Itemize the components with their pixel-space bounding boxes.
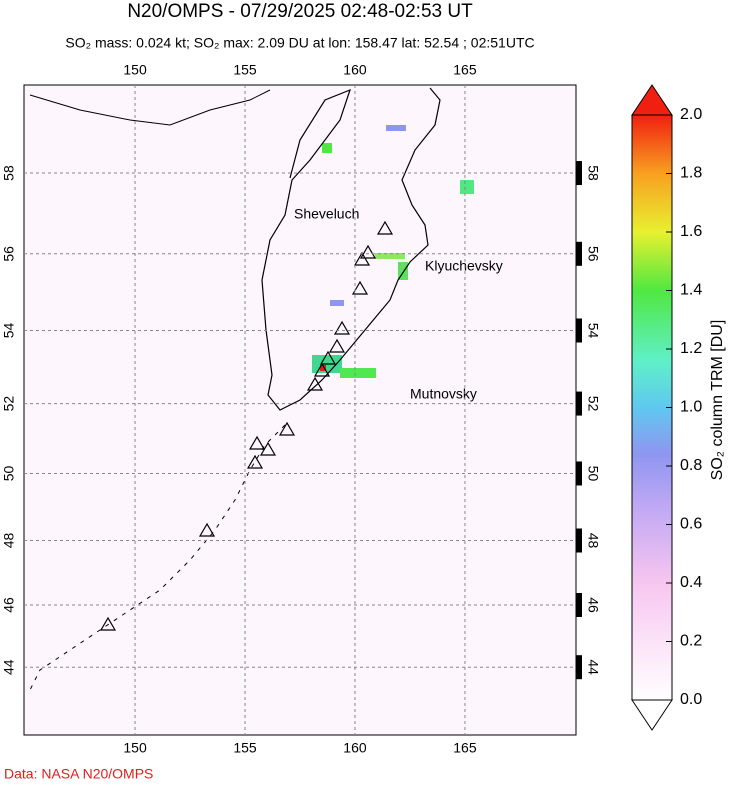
colorbar-tick-label: 1.8 bbox=[680, 165, 702, 182]
lon-tick-label: 165 bbox=[453, 740, 477, 756]
colorbar-tick-label: 1.4 bbox=[680, 282, 702, 299]
lat-tick-label: 50 bbox=[1, 465, 17, 481]
lat-tick-mark bbox=[576, 592, 582, 617]
lat-tick-mark bbox=[576, 241, 582, 266]
lat-tick-label: 52 bbox=[585, 396, 601, 412]
lat-tick-label: 56 bbox=[1, 246, 17, 262]
lon-tick-label: 150 bbox=[123, 62, 147, 78]
colorbar-tick-label: 0.4 bbox=[680, 574, 702, 591]
colorbar-tick-label: 0.6 bbox=[680, 516, 702, 533]
lat-tick-label: 58 bbox=[585, 165, 601, 181]
lat-tick-label: 48 bbox=[1, 533, 17, 549]
lat-tick-label: 56 bbox=[585, 246, 601, 262]
lat-tick-label: 54 bbox=[1, 322, 17, 338]
lat-tick-label: 50 bbox=[585, 466, 601, 482]
lat-tick-mark bbox=[576, 318, 582, 343]
colorbar-tick-label: 1.0 bbox=[680, 399, 702, 416]
lat-tick-label: 58 bbox=[1, 165, 17, 181]
lon-tick-label: 160 bbox=[343, 740, 367, 756]
colorbar bbox=[631, 114, 673, 701]
lat-tick-mark bbox=[576, 655, 582, 680]
lat-tick-mark bbox=[576, 161, 582, 186]
colorbar-tick-label: 0.8 bbox=[680, 457, 702, 474]
credit: Data: NASA N20/OMPS bbox=[4, 766, 153, 782]
colorbar-tick-label: 1.6 bbox=[680, 223, 702, 240]
lat-tick-label: 46 bbox=[585, 597, 601, 613]
lat-tick-label: 44 bbox=[1, 659, 17, 675]
lat-tick-mark bbox=[576, 391, 582, 416]
colorbar-tick-label: 0.0 bbox=[680, 691, 702, 708]
volcano-label: Mutnovsky bbox=[410, 386, 477, 402]
lon-tick-label: 165 bbox=[453, 62, 477, 78]
lat-tick-label: 44 bbox=[585, 659, 601, 675]
lat-tick-label: 54 bbox=[585, 323, 601, 339]
subtitle: SO₂ mass: 0.024 kt; SO₂ max: 2.09 DU at … bbox=[65, 35, 534, 51]
volcano-label: Klyuchevsky bbox=[425, 258, 503, 274]
lat-tick-label: 52 bbox=[1, 396, 17, 412]
lat-tick-mark bbox=[576, 528, 582, 553]
lon-tick-label: 155 bbox=[233, 740, 257, 756]
colorbar-tick-label: 2.0 bbox=[680, 106, 702, 123]
okhotsk-coast bbox=[29, 89, 271, 126]
lat-tick-mark bbox=[576, 461, 582, 486]
coastline bbox=[261, 87, 441, 411]
colorbar-tick-label: 1.2 bbox=[680, 340, 702, 357]
colorbar-max-arrow bbox=[631, 84, 673, 116]
colorbar-label: SO₂ column TRM [DU] bbox=[709, 320, 726, 481]
lon-tick-label: 155 bbox=[233, 62, 257, 78]
lat-tick-label: 48 bbox=[585, 533, 601, 549]
colorbar-min-arrow bbox=[631, 699, 673, 731]
volcano-markers bbox=[99, 220, 394, 631]
lon-tick-label: 150 bbox=[123, 740, 147, 756]
volcano-label: Sheveluch bbox=[294, 206, 359, 222]
kuril-islands bbox=[29, 424, 286, 691]
title: N20/OMPS - 07/29/2025 02:48-02:53 UT bbox=[127, 1, 473, 22]
map-frame bbox=[23, 84, 577, 736]
lon-tick-label: 160 bbox=[343, 62, 367, 78]
colorbar-tick-label: 0.2 bbox=[680, 633, 702, 650]
lat-tick-label: 46 bbox=[1, 597, 17, 613]
